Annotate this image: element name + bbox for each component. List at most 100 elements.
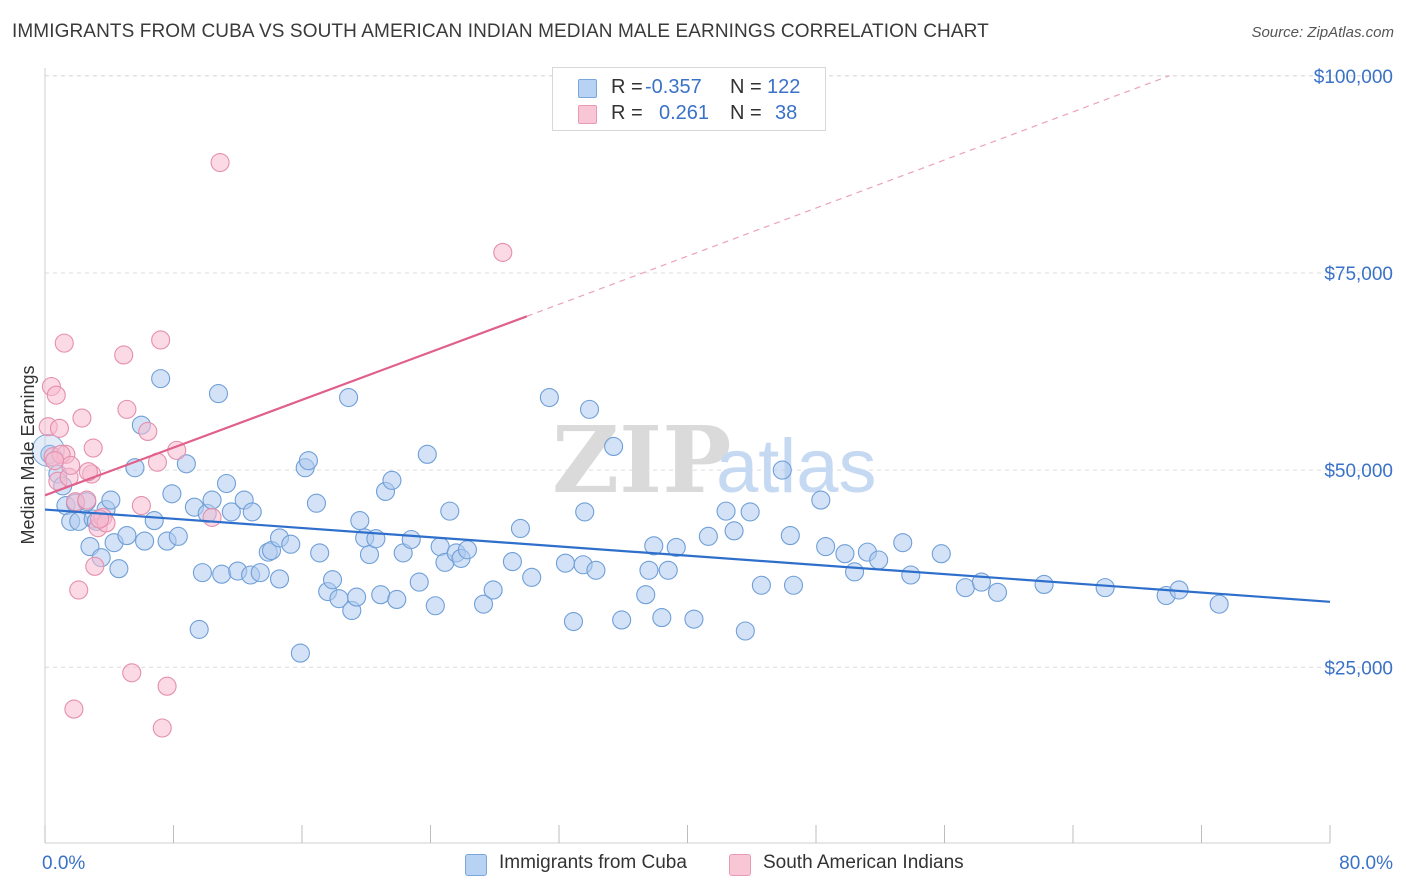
legend-swatch-blue bbox=[578, 79, 597, 98]
data-point-cuba bbox=[189, 619, 209, 639]
source-label: Source: ZipAtlas.com bbox=[1251, 24, 1394, 41]
data-point-cuba bbox=[901, 565, 921, 585]
data-point-cuba bbox=[740, 502, 760, 522]
data-point-cuba bbox=[563, 611, 584, 632]
data-point-cuba bbox=[101, 490, 121, 510]
data-point-cuba bbox=[430, 537, 450, 557]
data-point-cuba bbox=[202, 490, 222, 510]
data-point-cuba bbox=[306, 493, 327, 513]
data-point-cuba bbox=[212, 564, 232, 584]
data-point-south-american-indian bbox=[78, 462, 98, 482]
data-point-cuba bbox=[751, 575, 771, 595]
correlation-legend: R = -0.357 N = 122 R = 0.261 N = 38 bbox=[552, 67, 826, 131]
data-point-south-american-indian bbox=[46, 385, 66, 405]
data-point-cuba bbox=[1095, 578, 1115, 598]
data-point-south-american-indian bbox=[72, 408, 92, 428]
data-point-cuba bbox=[322, 570, 343, 590]
data-point-cuba bbox=[644, 536, 664, 556]
x-tick-label-max: 80.0% bbox=[1339, 853, 1393, 874]
data-point-cuba bbox=[579, 399, 600, 419]
data-point-cuba bbox=[652, 608, 672, 628]
data-point-cuba bbox=[931, 544, 951, 564]
legend-swatch-pink bbox=[578, 105, 597, 124]
data-point-cuba bbox=[684, 609, 704, 629]
trend-line-south-american-indian-extension bbox=[526, 75, 1170, 317]
data-point-south-american-indian bbox=[85, 556, 105, 576]
data-point-cuba bbox=[417, 444, 437, 464]
data-point-cuba bbox=[483, 580, 503, 600]
data-point-cuba bbox=[371, 585, 391, 605]
data-point-south-american-indian bbox=[151, 330, 171, 350]
data-point-cuba bbox=[636, 585, 656, 605]
y-tick-label: $25,000 bbox=[1324, 658, 1393, 679]
data-point-cuba bbox=[844, 562, 865, 582]
data-point-south-american-indian bbox=[210, 152, 230, 173]
data-point-cuba bbox=[109, 559, 129, 579]
data-point-cuba bbox=[350, 511, 370, 531]
data-point-cuba bbox=[522, 567, 542, 587]
data-point-cuba bbox=[612, 610, 632, 630]
data-point-cuba bbox=[473, 594, 494, 614]
data-point-cuba bbox=[135, 531, 155, 551]
data-point-cuba bbox=[192, 563, 212, 583]
data-point-cuba bbox=[144, 511, 164, 531]
legend-n-label: N = bbox=[730, 102, 762, 124]
legend-row-south-american-indian: R = 0.261 N = 38 bbox=[553, 102, 825, 126]
series-south-american-indian-points bbox=[38, 152, 513, 738]
data-point-cuba bbox=[772, 460, 792, 480]
legend-n-value: 122 bbox=[767, 76, 801, 98]
data-point-cuba bbox=[724, 521, 744, 541]
data-point-cuba bbox=[269, 569, 290, 589]
watermark-atlas: atlas bbox=[716, 424, 877, 509]
data-point-cuba bbox=[457, 540, 477, 560]
data-point-cuba bbox=[869, 550, 889, 570]
data-point-cuba bbox=[339, 387, 359, 408]
data-point-cuba bbox=[539, 387, 559, 408]
x-tick-label-min: 0.0% bbox=[42, 853, 85, 874]
data-point-cuba bbox=[510, 518, 531, 539]
legend-r-value: -0.357 bbox=[645, 76, 702, 98]
data-point-cuba bbox=[425, 596, 445, 616]
data-point-south-american-indian bbox=[157, 676, 177, 696]
data-point-cuba bbox=[221, 502, 241, 522]
data-point-cuba bbox=[604, 436, 624, 456]
data-point-cuba bbox=[893, 533, 913, 553]
data-point-cuba bbox=[698, 526, 718, 546]
data-point-south-american-indian bbox=[122, 663, 142, 683]
data-point-cuba bbox=[168, 526, 188, 546]
watermark: ZIP atlas bbox=[552, 406, 877, 514]
legend-r-label: R = bbox=[611, 102, 643, 124]
data-point-south-american-indian bbox=[152, 718, 172, 738]
y-tick-label: $100,000 bbox=[1314, 67, 1393, 88]
data-point-cuba bbox=[987, 582, 1008, 602]
data-point-cuba bbox=[440, 501, 460, 521]
data-point-south-american-indian bbox=[61, 455, 81, 475]
data-point-cuba bbox=[382, 470, 402, 490]
data-point-cuba bbox=[151, 369, 171, 389]
data-point-cuba bbox=[783, 575, 804, 595]
data-point-cuba bbox=[401, 529, 421, 550]
data-point-cuba bbox=[242, 502, 262, 522]
data-point-cuba bbox=[811, 490, 831, 510]
legend-item-label: South American Indians bbox=[763, 852, 964, 873]
data-point-cuba bbox=[780, 526, 800, 546]
data-point-cuba bbox=[835, 544, 855, 564]
data-point-south-american-indian bbox=[202, 507, 222, 527]
data-point-south-american-indian bbox=[69, 580, 89, 600]
data-point-cuba bbox=[162, 484, 182, 504]
data-point-cuba bbox=[208, 384, 229, 404]
data-point-cuba bbox=[281, 534, 301, 554]
data-point-south-american-indian bbox=[64, 699, 84, 719]
y-axis-title: Median Male Earnings bbox=[18, 365, 38, 544]
data-point-cuba bbox=[216, 473, 237, 494]
data-point-cuba bbox=[387, 589, 407, 609]
data-point-cuba bbox=[1209, 594, 1229, 614]
data-point-south-american-indian bbox=[138, 421, 158, 442]
data-point-cuba bbox=[290, 643, 310, 663]
data-point-cuba bbox=[666, 537, 686, 557]
data-point-cuba bbox=[1034, 574, 1054, 595]
data-point-cuba bbox=[502, 552, 522, 572]
data-point-cuba bbox=[575, 502, 595, 522]
chart-title: IMMIGRANTS FROM CUBA VS SOUTH AMERICAN I… bbox=[12, 21, 989, 42]
